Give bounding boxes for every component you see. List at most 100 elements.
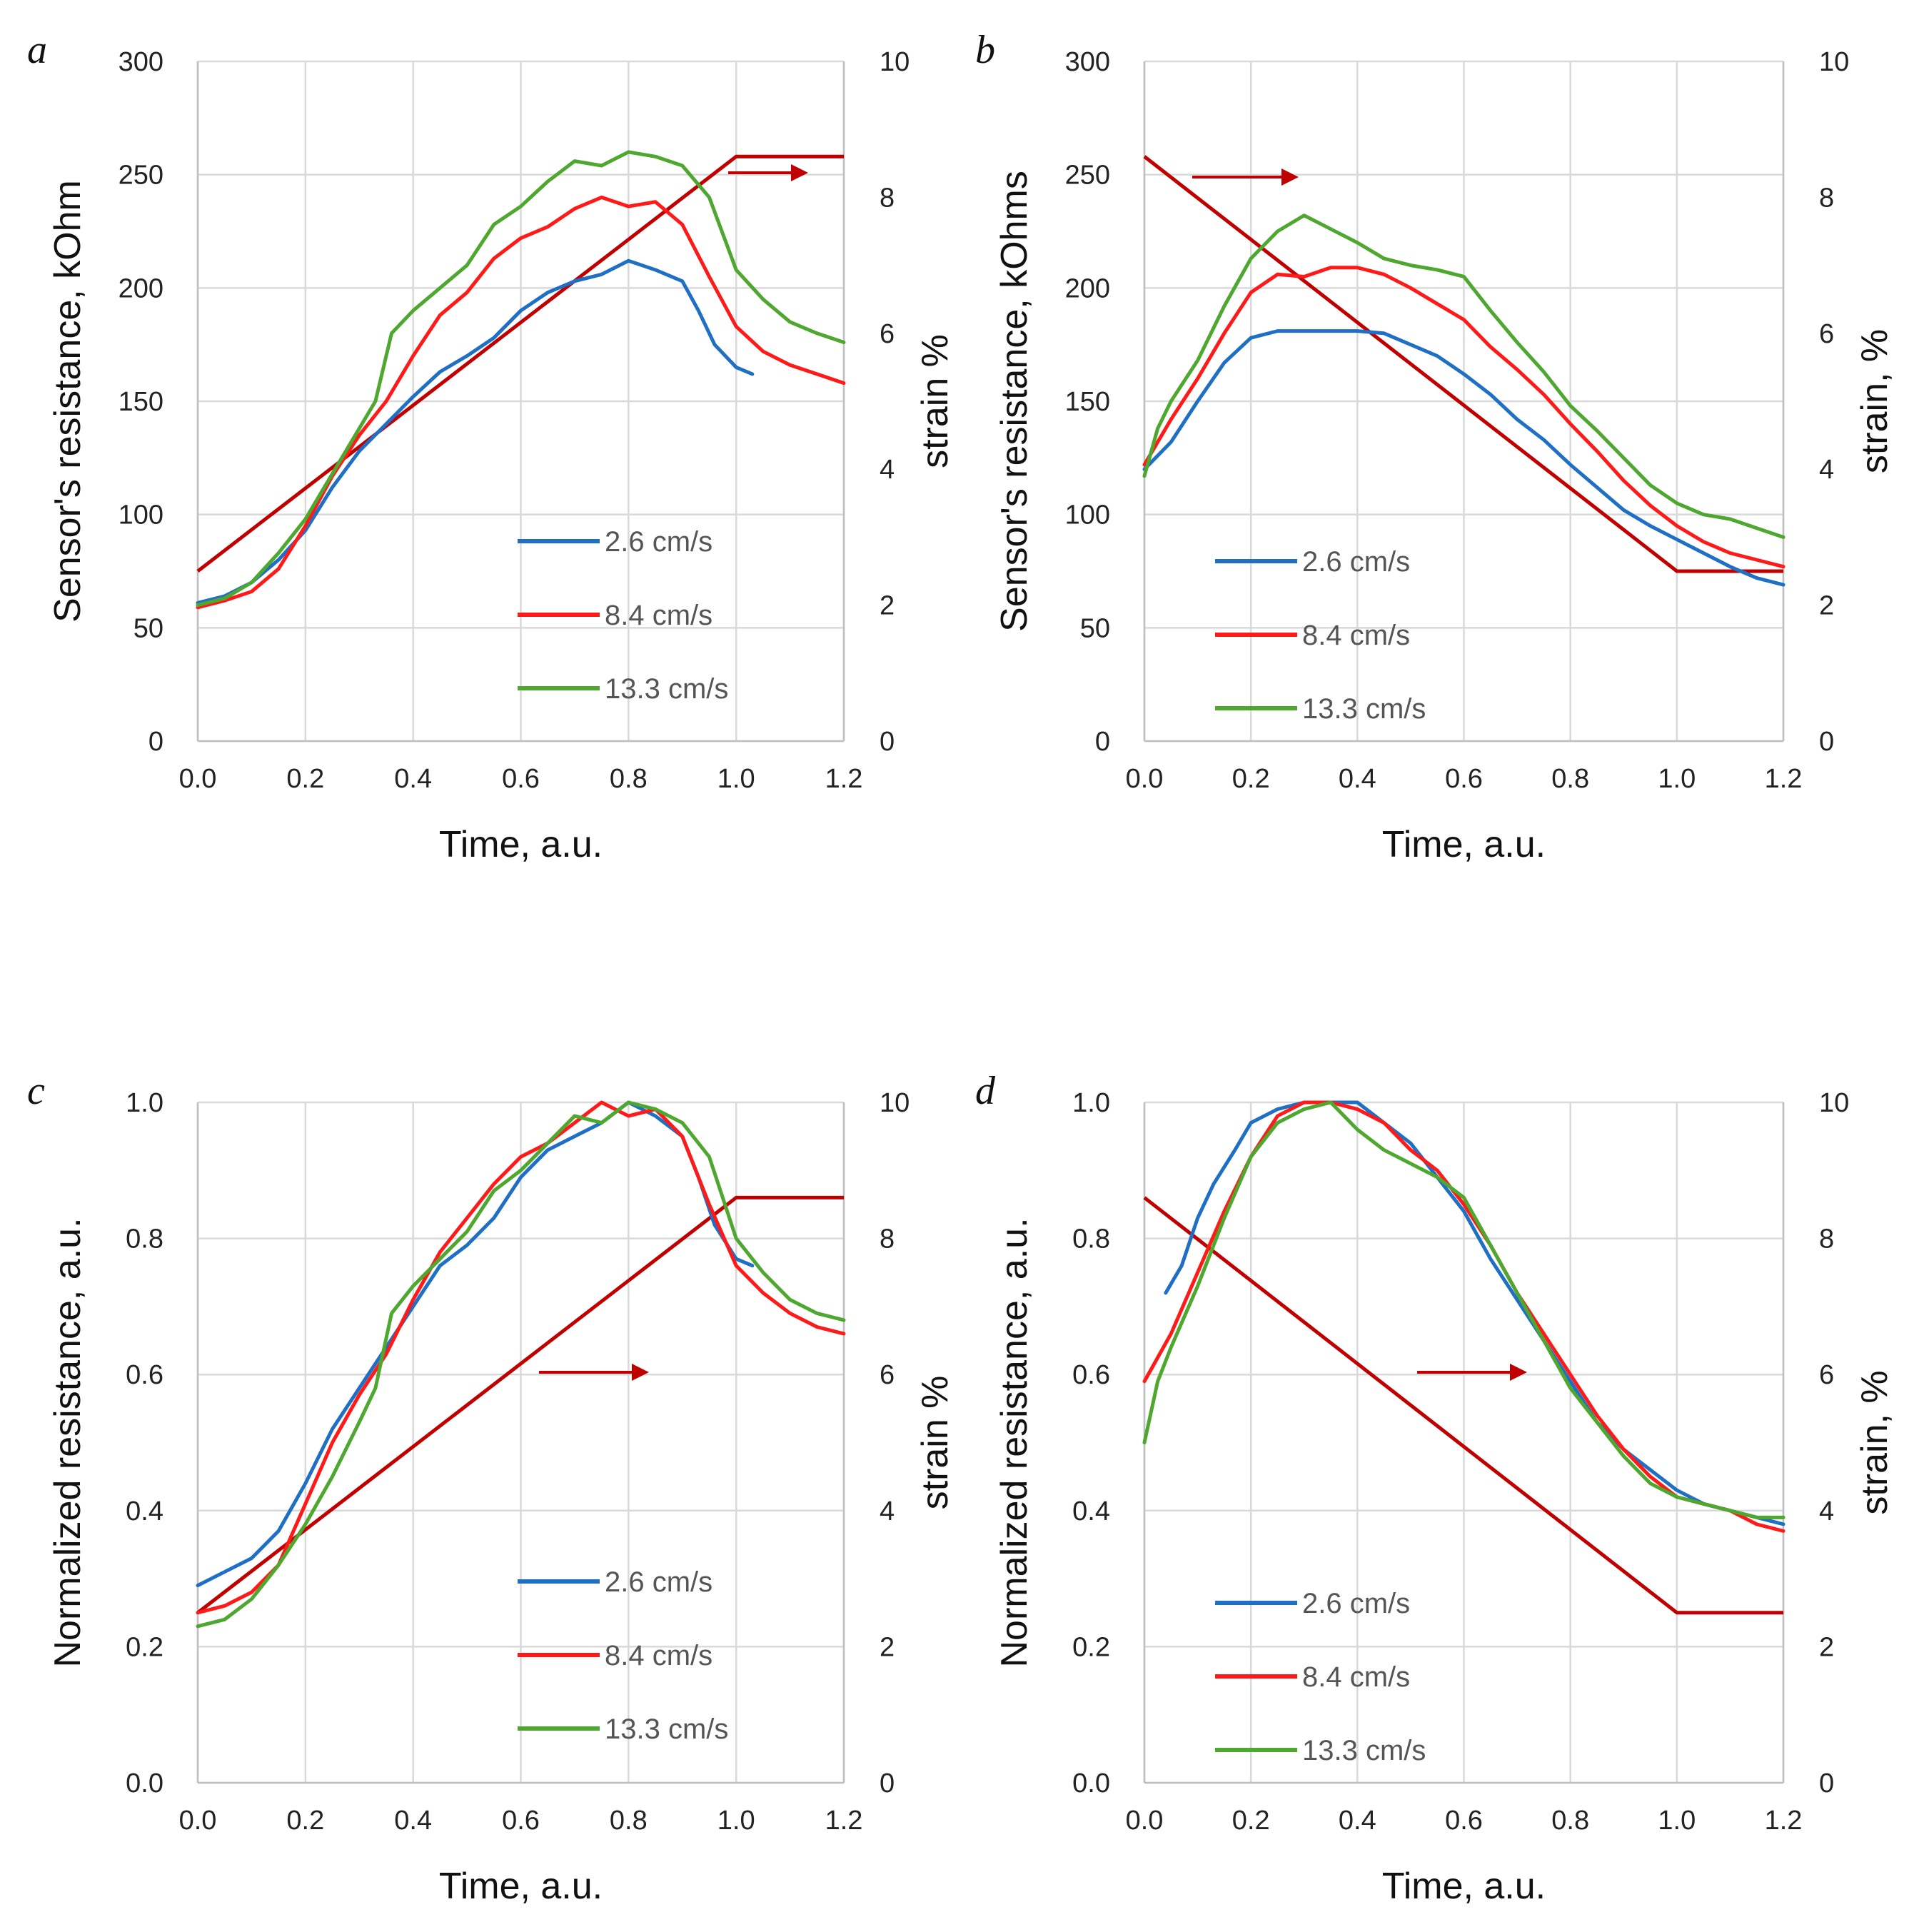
x-tick-label: 0.4 [394, 764, 432, 794]
y-tick-label: 0.8 [1072, 1224, 1110, 1254]
y-tick-label: 300 [119, 47, 163, 77]
legend: 2.6 cm/s 8.4 cm/s 13.3 cm/s [1215, 1588, 1426, 1766]
x-tick-label: 0.2 [1232, 1806, 1270, 1836]
x-tick-label: 0.8 [610, 1806, 648, 1836]
panel-letter: d [975, 1069, 996, 1113]
y-tick-label: 0.0 [1072, 1769, 1110, 1798]
x-axis-title: Time, a.u. [439, 824, 603, 865]
strain-line [1143, 155, 1783, 573]
legend-label: 2.6 cm/s [605, 1566, 712, 1598]
y2-axis-title: strain, % [1854, 329, 1895, 473]
series-line-red [1142, 266, 1786, 569]
y2-tick-label: 10 [880, 47, 910, 77]
y-tick-label: 0.0 [126, 1769, 163, 1798]
y2-tick-label: 4 [880, 455, 895, 485]
y-tick-label: 50 [1080, 613, 1110, 643]
x-tick-label: 1.2 [825, 1806, 863, 1836]
y-tick-label: 100 [1065, 500, 1110, 530]
series-line-red [196, 195, 846, 610]
x-tick-label: 1.2 [1765, 1806, 1803, 1836]
x-tick-label: 0.4 [394, 1806, 432, 1836]
chart-panel-d: 0.0 0.2 0.4 0.6 0.8 1.0 1.2 0.0 0.2 0.4 0.6 0.8 1.0 0… [975, 1069, 1895, 1907]
legend-label: 13.3 cm/s [1302, 1735, 1426, 1766]
x-tick-label: 0.8 [1551, 1806, 1589, 1836]
chart-panel-a: 0.0 0.2 0.4 0.6 0.8 1.0 1.2 0 50 100 150 200 250 300 0… [27, 28, 956, 865]
legend-label: 13.3 cm/s [605, 1714, 728, 1745]
x-tick-label: 0.6 [1445, 764, 1483, 794]
panel-letter: c [27, 1069, 45, 1113]
y-tick-label: 0.6 [1072, 1360, 1110, 1390]
x-tick-label: 1.0 [1658, 1806, 1696, 1836]
y-tick-label: 100 [119, 500, 163, 530]
x-tick-label: 0.8 [610, 764, 648, 794]
legend: 2.6 cm/s 8.4 cm/s 13.3 cm/s [518, 526, 728, 705]
legend-label: 2.6 cm/s [1302, 546, 1410, 578]
y2-tick-label: 10 [1819, 47, 1849, 77]
x-tick-label: 1.2 [825, 764, 863, 794]
y2-axis-title: strain % [915, 1376, 956, 1510]
series-line-blue [1142, 329, 1786, 587]
y2-tick-label: 8 [1819, 183, 1834, 213]
y2-tick-label: 2 [880, 1632, 895, 1662]
x-tick-label: 0.2 [286, 1806, 324, 1836]
y-tick-label: 150 [119, 387, 163, 417]
x-tick-label: 0.0 [1126, 764, 1164, 794]
x-axis-title: Time, a.u. [1382, 1866, 1546, 1907]
y2-tick-label: 10 [880, 1088, 910, 1118]
y2-tick-label: 0 [880, 1769, 895, 1798]
y2-tick-label: 6 [880, 1360, 895, 1390]
series-line-blue [196, 1100, 755, 1588]
x-tick-label: 0.6 [1445, 1806, 1483, 1836]
y-tick-label: 50 [134, 613, 163, 643]
y2-tick-label: 6 [1819, 319, 1834, 349]
x-axis-title: Time, a.u. [1382, 824, 1546, 865]
x-tick-label: 0.4 [1339, 764, 1376, 794]
y-tick-label: 0 [1095, 727, 1110, 757]
y2-tick-label: 0 [1819, 727, 1834, 757]
x-tick-label: 1.0 [717, 1806, 755, 1836]
y-axis-title: Normalized resistance, a.u. [994, 1217, 1035, 1667]
y2-axis-title: strain % [915, 334, 956, 468]
x-tick-label: 0.6 [502, 1806, 540, 1836]
x-tick-label: 1.0 [1658, 764, 1696, 794]
series-line-red [196, 1100, 846, 1615]
y2-tick-label: 2 [1819, 591, 1834, 621]
y2-tick-label: 10 [1819, 1088, 1849, 1118]
x-tick-label: 0.0 [1126, 1806, 1164, 1836]
legend-label: 8.4 cm/s [605, 600, 712, 631]
chart-panel-c: 0.0 0.2 0.4 0.6 0.8 1.0 1.2 0.0 0.2 0.4 0.6 0.8 1.0 0… [27, 1069, 956, 1907]
y2-tick-label: 0 [1819, 1769, 1834, 1798]
y-tick-label: 250 [1065, 161, 1110, 191]
y2-tick-label: 2 [880, 591, 895, 621]
x-tick-label: 0.0 [179, 1806, 217, 1836]
y-tick-label: 1.0 [1072, 1088, 1110, 1118]
y2-tick-label: 6 [1819, 1360, 1834, 1390]
y2-tick-label: 4 [880, 1496, 895, 1526]
legend-label: 2.6 cm/s [605, 526, 712, 558]
y-tick-label: 1.0 [126, 1088, 163, 1118]
x-tick-label: 0.4 [1339, 1806, 1376, 1836]
y2-tick-label: 8 [1819, 1224, 1834, 1254]
panel-letter: b [975, 28, 995, 72]
y-tick-label: 250 [119, 161, 163, 191]
y2-tick-label: 0 [880, 727, 895, 757]
series-line-green [196, 1100, 846, 1629]
y-axis-title: Sensor's resistance, kOhm [47, 180, 89, 623]
y-tick-label: 0.2 [126, 1632, 163, 1662]
legend-label: 8.4 cm/s [1302, 1661, 1410, 1693]
legend-label: 13.3 cm/s [1302, 693, 1426, 725]
series-line-green [1142, 1100, 1786, 1519]
legend-label: 2.6 cm/s [1302, 1588, 1410, 1619]
x-tick-label: 1.0 [717, 764, 755, 794]
y-tick-label: 0.2 [1072, 1632, 1110, 1662]
x-tick-label: 1.2 [1765, 764, 1803, 794]
y-tick-label: 0 [148, 727, 163, 757]
y-tick-label: 300 [1065, 47, 1110, 77]
series-line-green [196, 150, 846, 608]
legend-label: 8.4 cm/s [605, 1640, 712, 1671]
x-tick-label: 0.8 [1551, 764, 1589, 794]
y-axis-title: Normalized resistance, a.u. [47, 1217, 89, 1667]
x-axis-title: Time, a.u. [439, 1866, 603, 1907]
